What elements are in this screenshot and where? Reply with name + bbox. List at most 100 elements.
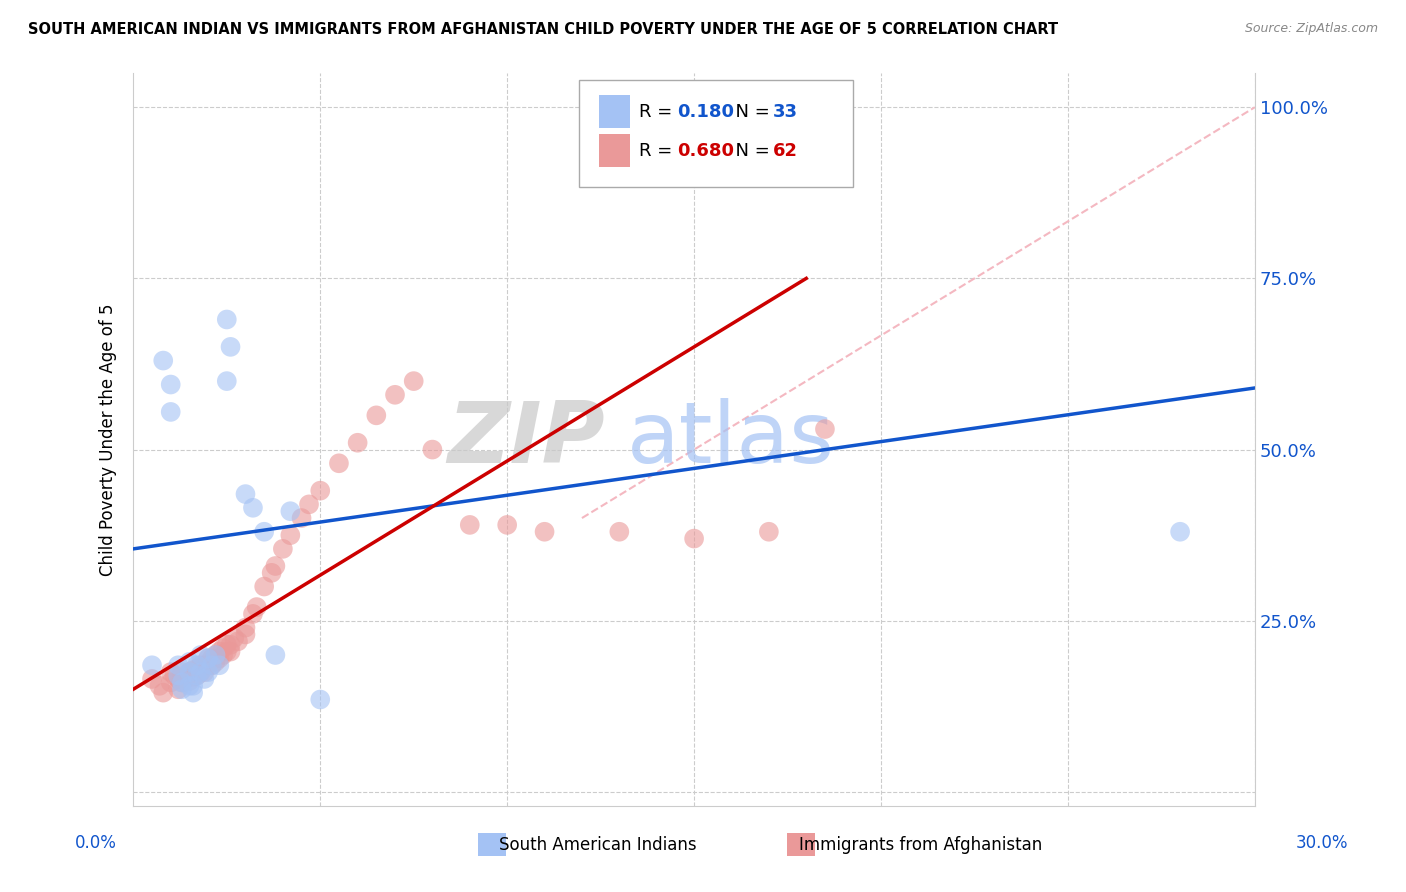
- Point: [215, 638, 238, 652]
- Point: [197, 658, 219, 673]
- Point: [179, 655, 201, 669]
- Point: [197, 665, 219, 679]
- Text: 30.0%: 30.0%: [1295, 834, 1348, 852]
- Text: R =: R =: [640, 142, 678, 160]
- Point: [215, 374, 238, 388]
- Point: [159, 675, 181, 690]
- Point: [197, 651, 219, 665]
- Point: [309, 692, 332, 706]
- Point: [366, 409, 388, 423]
- Point: [148, 679, 170, 693]
- Point: [201, 651, 224, 665]
- Text: R =: R =: [640, 103, 678, 120]
- Text: 0.180: 0.180: [678, 103, 734, 120]
- Point: [170, 675, 193, 690]
- Point: [208, 651, 231, 665]
- Point: [201, 658, 224, 673]
- Point: [242, 500, 264, 515]
- Point: [246, 600, 269, 615]
- Point: [190, 665, 212, 679]
- Point: [181, 670, 204, 684]
- Point: [190, 658, 212, 673]
- Point: [167, 672, 190, 686]
- Point: [186, 658, 208, 673]
- Point: [197, 651, 219, 665]
- Point: [167, 668, 190, 682]
- Point: [458, 517, 481, 532]
- Point: [190, 648, 212, 662]
- Point: [179, 679, 201, 693]
- Point: [328, 456, 350, 470]
- Point: [219, 638, 242, 652]
- Text: 33: 33: [773, 103, 797, 120]
- Point: [152, 353, 174, 368]
- Point: [224, 631, 246, 645]
- Point: [1168, 524, 1191, 539]
- Text: South American Indians: South American Indians: [499, 836, 696, 854]
- Point: [193, 658, 215, 673]
- Point: [264, 648, 287, 662]
- FancyBboxPatch shape: [599, 95, 630, 128]
- Point: [496, 517, 519, 532]
- Point: [290, 511, 312, 525]
- Point: [204, 655, 226, 669]
- Text: ZIP: ZIP: [447, 398, 605, 481]
- Text: atlas: atlas: [627, 398, 835, 481]
- Point: [280, 528, 302, 542]
- Point: [235, 627, 257, 641]
- Point: [193, 665, 215, 679]
- Point: [346, 435, 368, 450]
- Point: [170, 682, 193, 697]
- Text: SOUTH AMERICAN INDIAN VS IMMIGRANTS FROM AFGHANISTAN CHILD POVERTY UNDER THE AGE: SOUTH AMERICAN INDIAN VS IMMIGRANTS FROM…: [28, 22, 1059, 37]
- Point: [814, 422, 837, 436]
- Point: [163, 668, 186, 682]
- Point: [159, 405, 181, 419]
- Point: [253, 580, 276, 594]
- Point: [422, 442, 444, 457]
- Point: [174, 672, 197, 686]
- Point: [242, 607, 264, 621]
- Point: [212, 641, 235, 656]
- Text: 0.680: 0.680: [678, 142, 734, 160]
- Point: [253, 524, 276, 539]
- Point: [190, 665, 212, 679]
- Point: [215, 312, 238, 326]
- Y-axis label: Child Poverty Under the Age of 5: Child Poverty Under the Age of 5: [100, 303, 117, 575]
- FancyBboxPatch shape: [579, 80, 853, 186]
- Point: [159, 377, 181, 392]
- Text: N =: N =: [724, 103, 776, 120]
- Point: [170, 675, 193, 690]
- Point: [235, 487, 257, 501]
- Point: [181, 663, 204, 677]
- Point: [186, 662, 208, 676]
- Point: [208, 644, 231, 658]
- Text: N =: N =: [724, 142, 776, 160]
- Point: [204, 648, 226, 662]
- FancyBboxPatch shape: [599, 134, 630, 167]
- Point: [298, 497, 321, 511]
- Point: [212, 648, 235, 662]
- Text: Immigrants from Afghanistan: Immigrants from Afghanistan: [799, 836, 1043, 854]
- Point: [219, 340, 242, 354]
- Point: [186, 668, 208, 682]
- Point: [159, 665, 181, 679]
- Point: [181, 686, 204, 700]
- Point: [193, 672, 215, 686]
- Point: [141, 658, 163, 673]
- Point: [179, 665, 201, 679]
- Point: [260, 566, 283, 580]
- Point: [533, 524, 555, 539]
- Point: [186, 668, 208, 682]
- Point: [152, 686, 174, 700]
- Point: [181, 679, 204, 693]
- Text: 62: 62: [773, 142, 797, 160]
- Point: [607, 524, 630, 539]
- Point: [235, 621, 257, 635]
- Point: [402, 374, 425, 388]
- Point: [280, 504, 302, 518]
- Point: [141, 672, 163, 686]
- Text: Source: ZipAtlas.com: Source: ZipAtlas.com: [1244, 22, 1378, 36]
- Point: [201, 658, 224, 673]
- Point: [309, 483, 332, 498]
- Point: [167, 682, 190, 697]
